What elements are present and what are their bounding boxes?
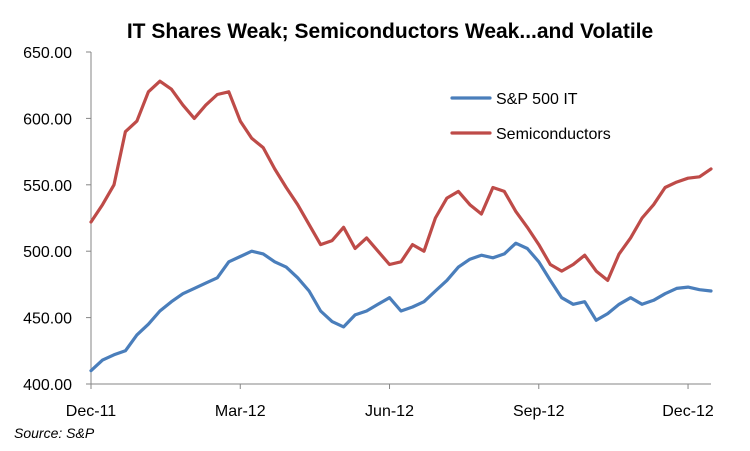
- series-line-semiconductors: [89, 79, 713, 282]
- x-tick-label: Jun-12: [365, 403, 414, 420]
- y-tick-label: 600.00: [23, 111, 72, 128]
- y-tick-label: 450.00: [23, 311, 72, 328]
- x-tick-label: Dec-12: [662, 403, 714, 420]
- chart-title: IT Shares Weak; Semiconductors Weak...an…: [127, 20, 653, 43]
- series-layer: [89, 79, 713, 373]
- legend: S&P 500 IT Semiconductors: [450, 91, 611, 143]
- axes: 400.00 450.00 500.00 550.00 600.00 650.00 Dec-…: [23, 45, 714, 420]
- y-tick-label: 550.00: [23, 178, 72, 195]
- y-tick-label: 650.00: [23, 45, 72, 62]
- y-tick-label: 500.00: [23, 244, 72, 261]
- x-tick-label: Sep-12: [513, 403, 565, 420]
- x-tick-label: Dec-11: [66, 403, 116, 420]
- source-note: Source: S&P: [14, 425, 95, 441]
- x-tick-label: Mar-12: [215, 403, 266, 420]
- y-tick-label: 400.00: [23, 377, 72, 394]
- series-line-sp500-it: [89, 241, 713, 373]
- legend-label: Semiconductors: [496, 126, 611, 143]
- legend-label: S&P 500 IT: [496, 91, 578, 108]
